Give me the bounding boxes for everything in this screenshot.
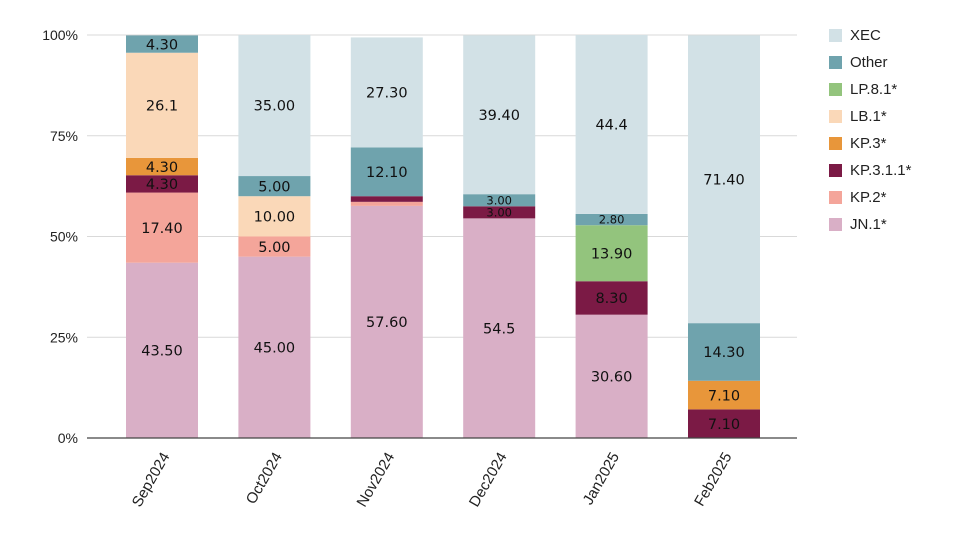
data-label: 17.40 — [141, 221, 183, 237]
bar-segment — [688, 323, 760, 381]
bar-segment — [126, 192, 198, 263]
x-tick-label: Feb2025 — [691, 450, 735, 510]
data-label: 26.1 — [146, 99, 178, 115]
bar-segment — [126, 262, 198, 438]
bar-segment — [575, 35, 648, 214]
bar-segment — [126, 35, 198, 53]
bar-segment — [350, 147, 423, 197]
bar-segment — [575, 225, 648, 282]
data-label: 35.00 — [254, 99, 296, 115]
bar-segment — [126, 52, 198, 158]
data-label: 12.10 — [366, 165, 408, 181]
data-label: 2.80 — [599, 213, 625, 227]
bar-segment — [350, 37, 423, 148]
segment-labels: 43.5017.404.304.3026.14.3045.005.0010.00… — [141, 37, 745, 433]
data-label: 5.00 — [258, 240, 290, 256]
x-tick-label: Sep2024 — [129, 450, 174, 511]
data-label: 14.30 — [703, 345, 745, 361]
x-tick-label: Nov2024 — [354, 450, 399, 511]
data-label: 44.4 — [595, 118, 627, 134]
legend-swatch — [829, 218, 842, 231]
x-tick-label: Dec2024 — [466, 450, 511, 511]
data-label: 57.60 — [366, 315, 408, 331]
bar-segment — [575, 314, 648, 438]
data-label: 7.10 — [708, 388, 740, 404]
bar-segment — [238, 256, 311, 438]
legend-swatch — [829, 56, 842, 69]
y-tick-label: 25% — [50, 329, 78, 345]
legend-label: XEC — [850, 27, 881, 44]
bar-segment — [575, 213, 648, 226]
legend-swatch — [829, 164, 842, 177]
bar-segment — [238, 176, 311, 197]
data-label: 30.60 — [591, 370, 633, 386]
legend-label: LP.8.1* — [850, 81, 897, 98]
bar-segment — [238, 35, 311, 177]
y-tick-label: 100% — [42, 27, 78, 43]
data-label: 43.50 — [141, 344, 183, 360]
legend-label: KP.2* — [850, 189, 887, 206]
legend-label: KP.3.1.1* — [850, 162, 912, 179]
bar-segment — [575, 281, 648, 315]
data-label: 13.90 — [591, 246, 633, 262]
y-tick-label: 50% — [50, 229, 78, 245]
legend-swatch — [829, 110, 842, 123]
bar-segment — [238, 236, 311, 257]
bar-segment — [463, 218, 536, 438]
bar-segment — [350, 201, 423, 206]
bars — [126, 35, 760, 438]
bar-segment — [238, 196, 311, 237]
legend: XEC Other LP.8.1* LB.1* KP.3* KP.3.1.1* KP.2* J… — [829, 27, 912, 233]
data-label: 8.30 — [595, 291, 627, 307]
legend-swatch — [829, 83, 842, 96]
data-label: 10.00 — [254, 210, 296, 226]
y-tick-label: 0% — [58, 430, 78, 446]
bar-segment — [126, 157, 198, 176]
gridlines — [87, 34, 797, 338]
legend-swatch — [829, 137, 842, 150]
data-label: 4.30 — [146, 37, 178, 53]
data-label: 3.00 — [486, 193, 512, 207]
data-label: 39.40 — [478, 108, 520, 124]
data-label: 3.00 — [486, 205, 512, 219]
data-label: 45.00 — [254, 341, 296, 357]
data-label: 54.5 — [483, 321, 515, 337]
bar-segment — [688, 380, 760, 410]
bar-segment — [350, 205, 423, 438]
legend-swatch — [829, 191, 842, 204]
bar-segment — [463, 35, 536, 195]
legend-label: KP.3* — [850, 135, 887, 152]
bar-segment — [688, 35, 760, 324]
legend-label: Other — [850, 54, 888, 71]
bar-segment — [688, 409, 760, 438]
bar-segment — [463, 206, 536, 219]
data-label: 4.30 — [146, 177, 178, 193]
legend-label: LB.1* — [850, 108, 887, 125]
bar-segment — [463, 194, 536, 207]
bar-segment — [350, 196, 423, 202]
legend-label: JN.1* — [850, 216, 887, 233]
legend-swatch — [829, 29, 842, 42]
data-label: 7.10 — [708, 417, 740, 433]
data-label: 5.00 — [258, 179, 290, 195]
x-tick-label: Oct2024 — [243, 450, 286, 508]
data-label: 4.30 — [146, 160, 178, 176]
x-tick-label: Jan2025 — [580, 450, 624, 508]
bar-segment — [126, 175, 198, 193]
data-label: 71.40 — [703, 172, 745, 188]
y-tick-label: 75% — [50, 128, 78, 144]
data-label: 27.30 — [366, 86, 408, 102]
